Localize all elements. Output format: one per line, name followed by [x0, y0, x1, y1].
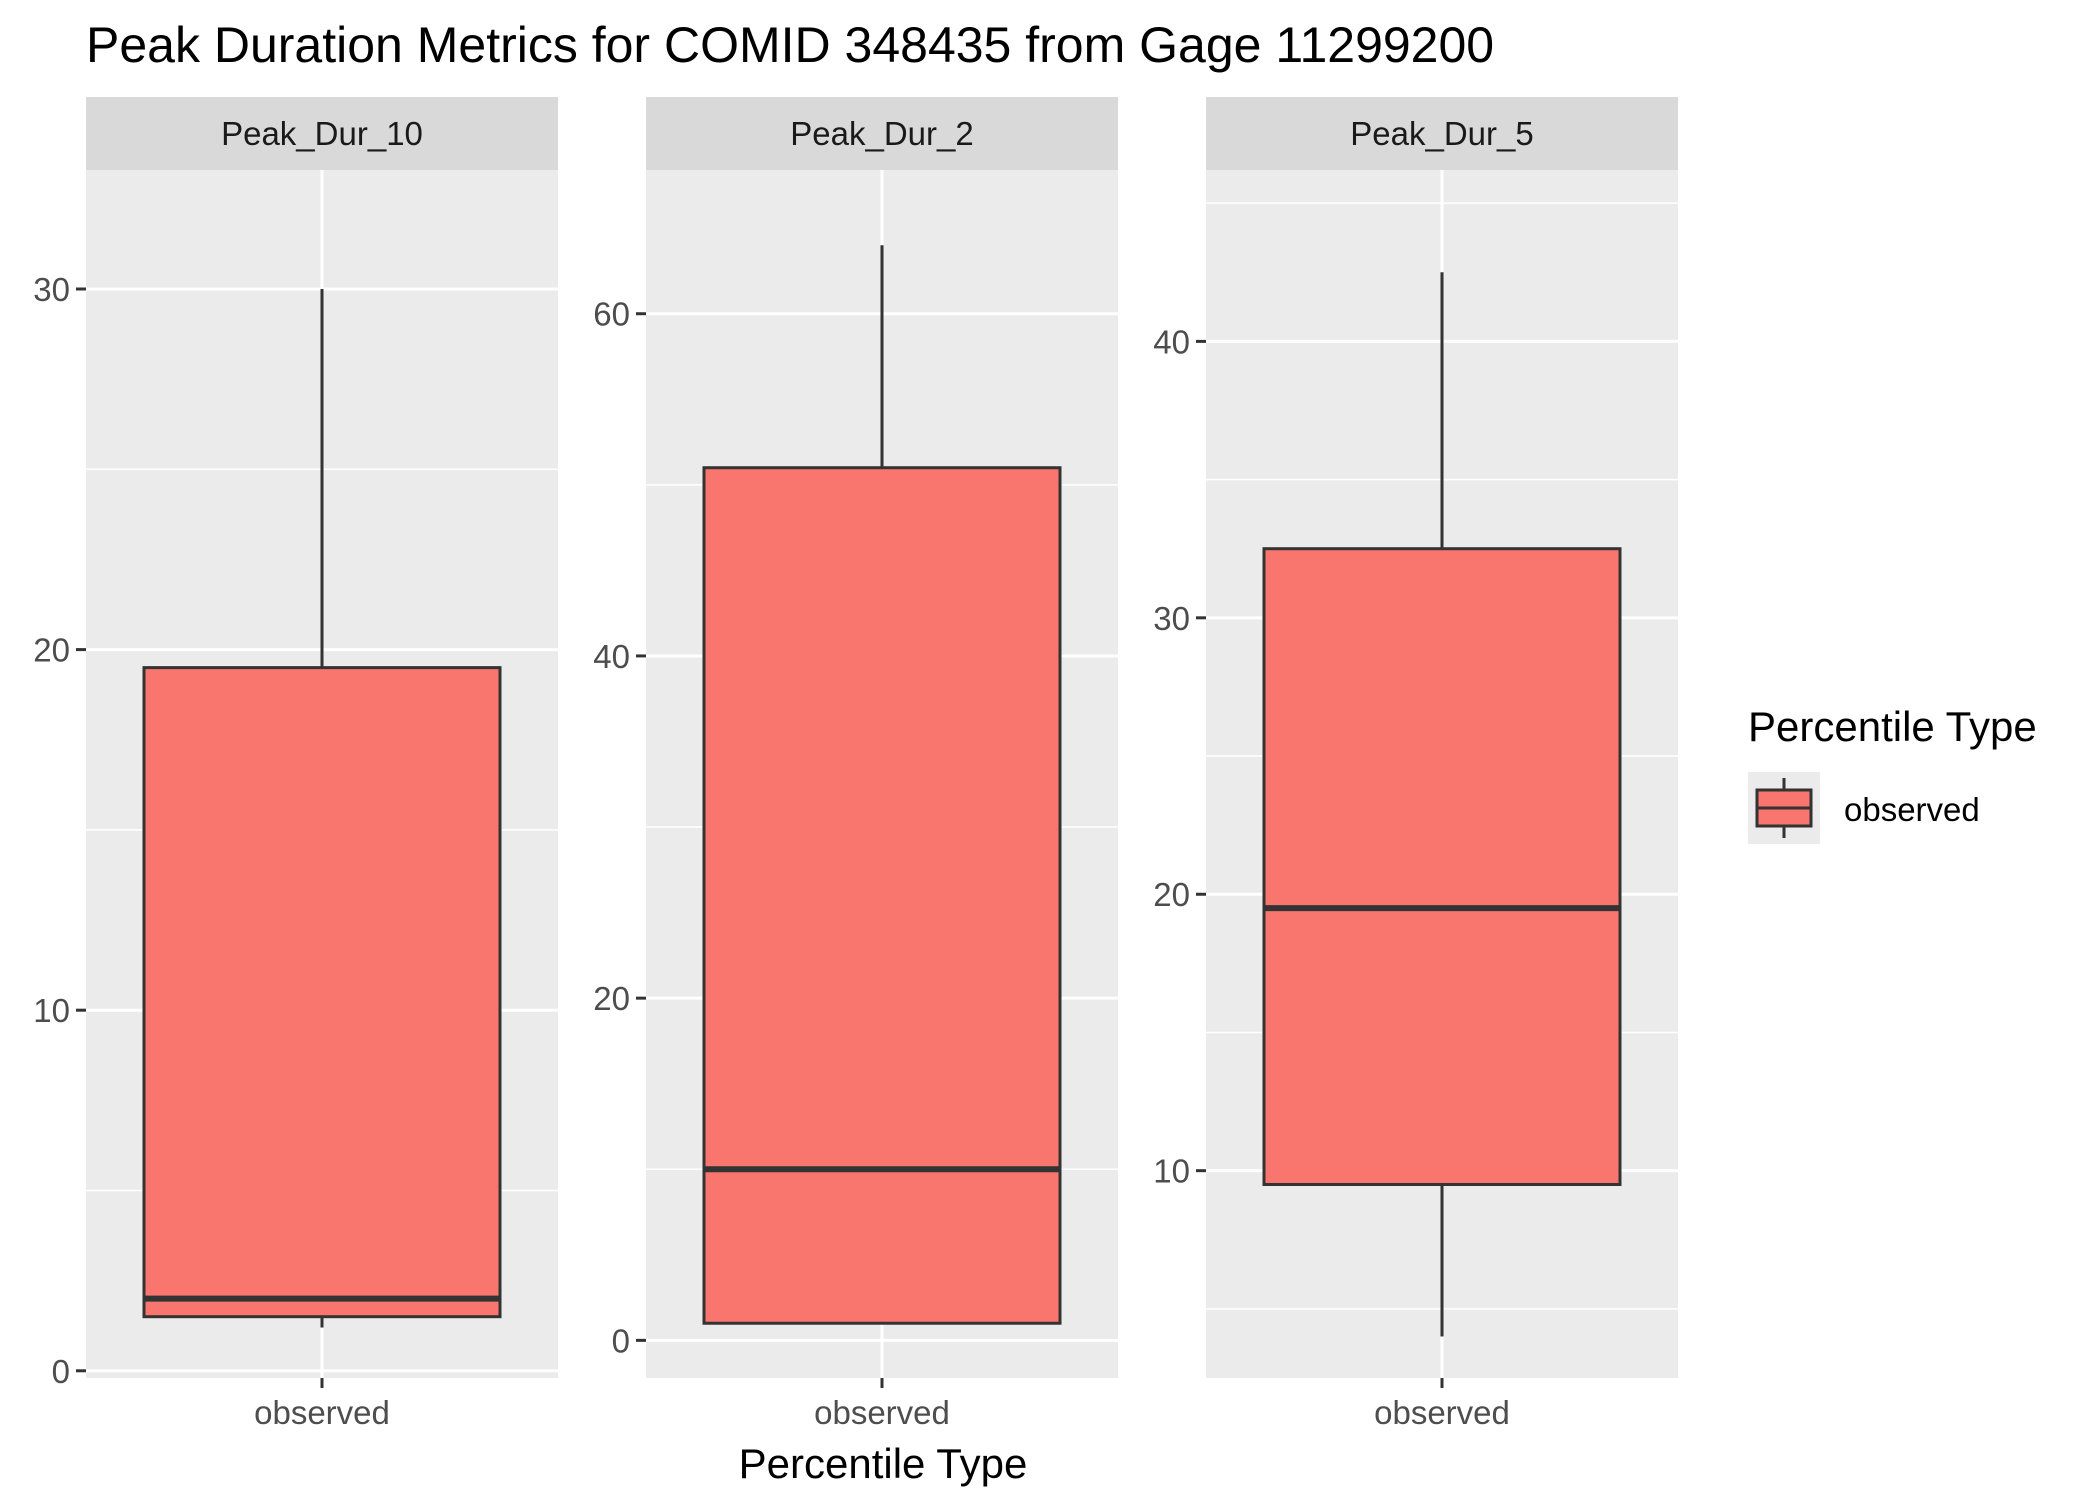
y-tick-label: 30 — [33, 271, 70, 308]
y-tick-label: 60 — [593, 296, 630, 333]
facet-Peak_Dur_5: Peak_Dur_5 10 20 30 40 observed — [1153, 97, 1678, 1431]
y-tick-label: 20 — [1153, 876, 1190, 913]
x-tick-label: observed — [814, 1394, 950, 1431]
legend-title: Percentile Type — [1748, 703, 2037, 750]
x-tick-label: observed — [254, 1394, 390, 1431]
y-tick-label: 20 — [33, 632, 70, 669]
box-iqr — [142, 666, 502, 1319]
facet-strip — [1206, 97, 1678, 170]
y-tick-label: 40 — [593, 638, 630, 675]
y-tick-label: 30 — [1153, 600, 1190, 637]
facet-strip-label: Peak_Dur_2 — [790, 115, 973, 152]
y-tick-label: 20 — [593, 980, 630, 1017]
y-tick-label: 0 — [52, 1353, 70, 1390]
facet-strip-label: Peak_Dur_10 — [221, 115, 423, 152]
y-tick-label: 0 — [612, 1322, 630, 1359]
facet-strip — [646, 97, 1118, 170]
y-tick-label: 10 — [33, 992, 70, 1029]
x-axis-title: Percentile Type — [739, 1440, 1028, 1487]
box-iqr — [1262, 547, 1622, 1186]
legend: Percentile Type observed — [1748, 703, 2037, 844]
x-tick-label: observed — [1374, 1394, 1510, 1431]
chart-title: Peak Duration Metrics for COMID 348435 f… — [86, 17, 1494, 73]
facet-panels: Peak_Dur_10 0 10 20 30 observed Peak_Dur_2 0 20 4… — [33, 97, 1678, 1431]
facet-strip — [86, 97, 558, 170]
box-iqr — [702, 466, 1062, 1325]
legend-label-observed: observed — [1844, 791, 1980, 828]
y-tick-label: 40 — [1153, 323, 1190, 360]
facet-strip-label: Peak_Dur_5 — [1350, 115, 1533, 152]
y-tick-label: 10 — [1153, 1153, 1190, 1190]
facet-Peak_Dur_2: Peak_Dur_2 0 20 40 60 observed — [593, 97, 1118, 1431]
facet-Peak_Dur_10: Peak_Dur_10 0 10 20 30 observed — [33, 97, 558, 1431]
